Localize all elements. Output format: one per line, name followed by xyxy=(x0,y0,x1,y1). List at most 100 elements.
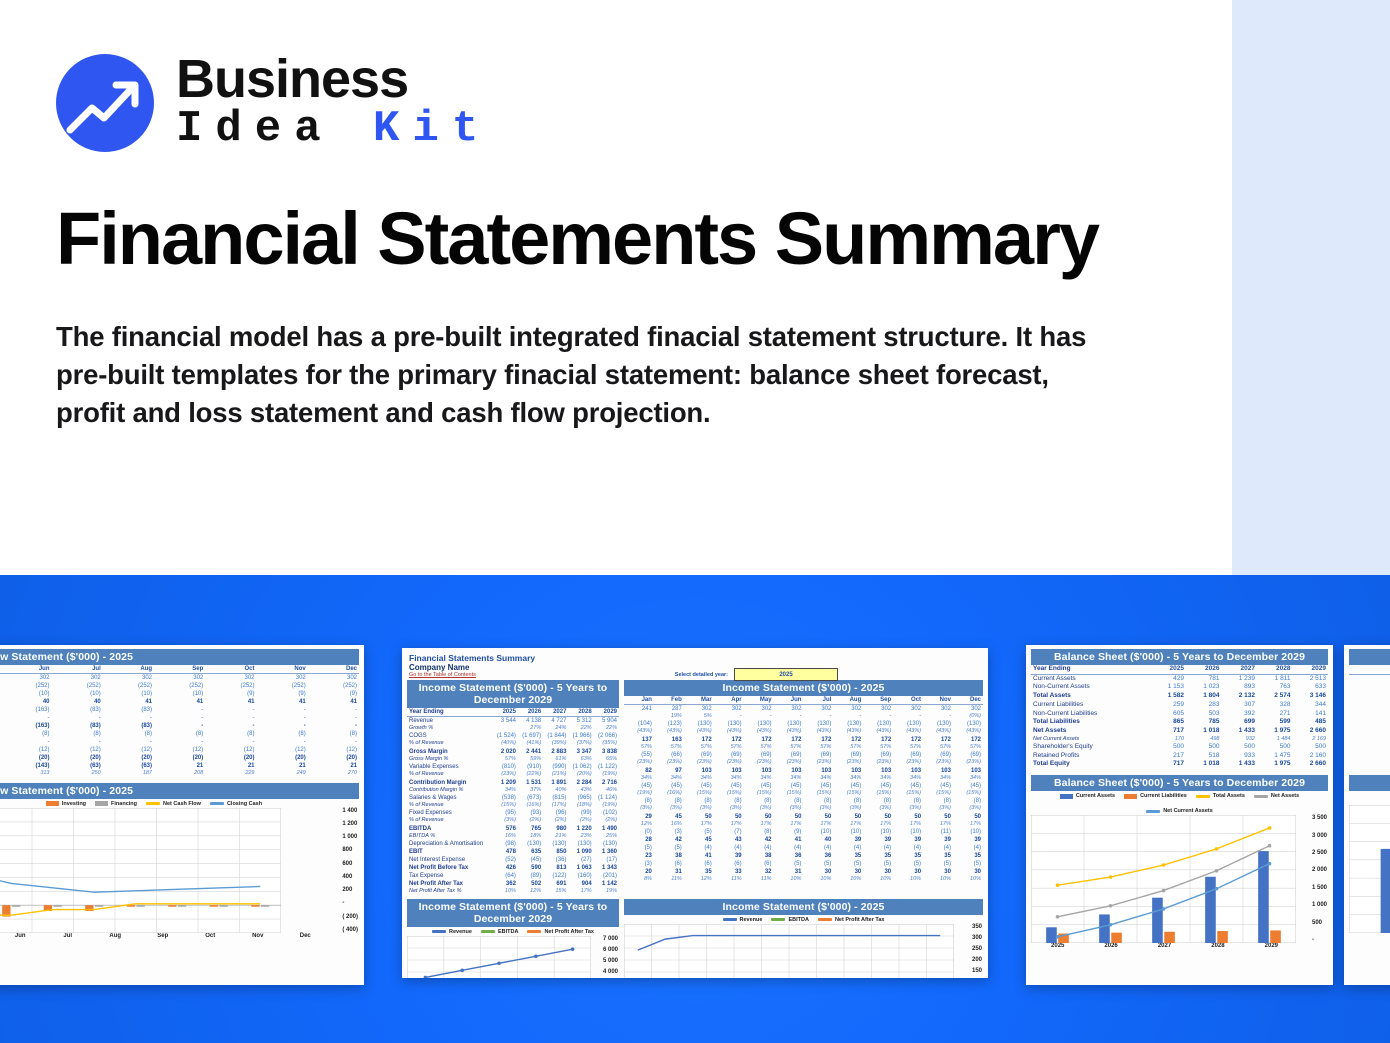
summary-sheet-title: Financial Statements Summary xyxy=(409,653,536,663)
row-label: % of Revenue xyxy=(409,740,444,747)
table-cell: 10% xyxy=(939,876,951,883)
table-cell: 362 xyxy=(505,881,516,888)
table-cell: 28 xyxy=(645,837,652,844)
table-cell: 41 xyxy=(350,699,357,706)
table-of-contents-link[interactable]: Go to the Table of Contents xyxy=(409,672,476,678)
table-cell: 2028 xyxy=(568,708,594,718)
table-cell: 39 xyxy=(974,837,981,844)
table-row: Fixed Expenses (95) (93) (96) (99) (102) xyxy=(407,809,619,817)
table-cell: 137 xyxy=(641,736,652,743)
table-cell: 344 xyxy=(1315,700,1326,708)
chart-marker xyxy=(1055,915,1060,919)
legend-item: Net Cash Flow xyxy=(146,801,201,807)
table-cell: 50 xyxy=(824,813,832,820)
table-cell: 57% xyxy=(820,743,832,750)
row-label: Variable Expenses xyxy=(409,764,459,771)
table-cell: (130) xyxy=(757,721,772,728)
axis-tick-label: 600 xyxy=(342,860,353,867)
table-cell: Year Ending xyxy=(1031,665,1151,675)
table-cell: (83) xyxy=(90,707,101,714)
axis-tick-label: Aug xyxy=(109,932,122,939)
annual-income-table: Year Ending 2025 2026 2027 2028 2029 Revenue 3 … xyxy=(407,708,619,896)
table-cell: - xyxy=(799,713,802,720)
year-selector[interactable]: Select detailed year: 2025 xyxy=(675,668,838,681)
year-selector-value[interactable]: 2025 xyxy=(734,668,838,681)
table-cell: 50 xyxy=(944,813,951,820)
monthly-income-chart-legend: Revenue EBITDA Net Profit After Tax xyxy=(624,915,983,924)
table-cell: 1 174 xyxy=(1349,674,1390,683)
axis-tick-label: 4 000 xyxy=(602,969,618,976)
table-cell: 485 xyxy=(1315,718,1326,726)
table-cell: (15%) xyxy=(876,790,892,797)
table-cell: 503 xyxy=(1208,709,1220,717)
table-cell: 25% xyxy=(605,832,617,839)
table-cell: (3%) xyxy=(909,805,922,812)
brand-logo: Business Idea Kit xyxy=(56,52,492,154)
screenshot-balance-sheet[interactable]: Balance Sheet ($'000) - 5 Years to Decem… xyxy=(1026,645,1333,985)
axis-tick-label: 3 000 xyxy=(1311,832,1327,839)
table-cell: (45) xyxy=(730,782,742,789)
table-row: 512 xyxy=(1349,760,1390,769)
table-cell: (43%) xyxy=(966,728,981,735)
axis-tick-label: Jul xyxy=(63,932,73,939)
table-cell: (5) xyxy=(824,861,832,868)
legend-label: Current Liabilities xyxy=(1140,793,1187,800)
table-cell: 35 xyxy=(914,853,922,860)
table-cell: (130) xyxy=(936,721,951,728)
table-cell: 30 xyxy=(854,869,862,876)
table-cell: (20) xyxy=(346,755,357,762)
table-cell: 1 433 xyxy=(1238,760,1255,768)
row-label: Net Interest Expense xyxy=(409,857,466,864)
table-cell: (83) xyxy=(141,723,152,730)
table-cell: Mar xyxy=(683,696,714,706)
axis-tick-label: 2029 xyxy=(1264,943,1278,950)
table-row: EBITDA % 16% 18% 21% 23% 25% xyxy=(407,833,619,840)
table-cell: 786 xyxy=(1349,718,1390,727)
table-cell: (89) xyxy=(530,873,542,880)
table-cell: (23%) xyxy=(667,759,682,766)
table-cell: (40%) xyxy=(501,740,516,747)
brand-kit-text: Kit xyxy=(373,103,492,154)
growth-arrow-icon xyxy=(56,54,154,152)
table-cell: (69) xyxy=(940,752,951,759)
table-cell: 31 xyxy=(675,869,682,876)
table-cell: (8) xyxy=(853,798,862,805)
table-cell: (20%) xyxy=(577,771,592,778)
table-cell: (1 697) xyxy=(522,733,542,740)
table-cell: (965) xyxy=(577,794,592,801)
table-cell: 41 xyxy=(705,853,712,860)
table-cell: 1 490 xyxy=(601,825,617,832)
table-cell: 172 xyxy=(791,736,802,743)
table-cell: 17% xyxy=(880,820,892,827)
table-cell: (10) xyxy=(38,691,50,698)
table-cell: - xyxy=(201,707,204,714)
table-cell: 4 727 xyxy=(551,718,567,725)
table-cell: (23%) xyxy=(876,759,892,766)
brand-idea-text: Idea xyxy=(176,103,374,154)
table-cell: (23%) xyxy=(637,759,652,766)
table-cell: 692 xyxy=(1349,710,1390,719)
table-cell: 34% xyxy=(820,774,832,781)
table-cell: Aug xyxy=(833,696,864,706)
balance-sheet-table: Year Ending 2025 2026 2027 2028 2029 Current A… xyxy=(1031,665,1328,769)
table-cell: 10% xyxy=(880,876,892,883)
row-label: Gross Margin % xyxy=(409,755,449,762)
table-cell: 12 xyxy=(1349,752,1390,761)
screenshot-balance-sheet-continued[interactable]: Jan1 1741241 297936927865121 08150012512… xyxy=(1344,645,1390,985)
table-cell: 34% xyxy=(700,774,712,781)
table-cell: 39 xyxy=(854,837,862,844)
table-cell: 31 xyxy=(794,869,802,876)
table-cell: (45) xyxy=(760,782,772,789)
far-right-table: Jan1 1741241 297936927865121 08150012512 xyxy=(1349,665,1390,769)
table-cell: 35 xyxy=(944,853,951,860)
table-cell: (83) xyxy=(90,723,101,730)
table-cell: 605 xyxy=(1173,709,1185,717)
table-row: (19%) (16%) (15%) (15%) (15%) (15%) (15%) (15%)… xyxy=(624,790,983,797)
table-cell: 172 xyxy=(851,736,862,743)
table-cell: (5) xyxy=(644,845,652,852)
chart-marker xyxy=(570,947,575,951)
screenshot-cash-flow[interactable]: Cash Flow Statement ($'000) - 2025 MayJu… xyxy=(0,645,364,985)
table-row: (13)(12)(12)(12)(12)(12)(12)(12) xyxy=(0,746,359,754)
screenshot-financial-summary[interactable]: Financial Statements Summary Company Nam… xyxy=(402,648,988,978)
